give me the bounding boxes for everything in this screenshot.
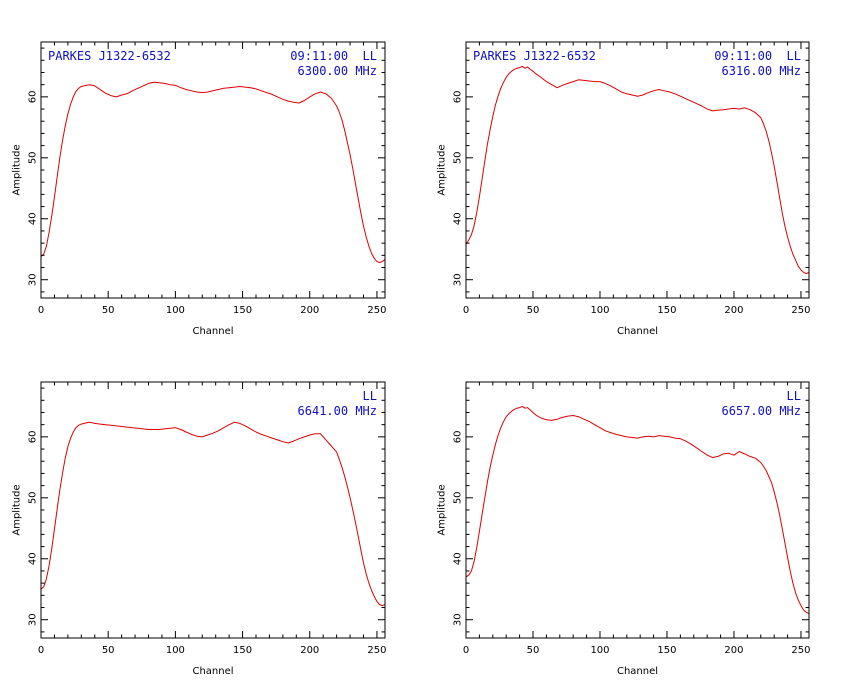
y-tick-label: 60 [453,430,464,443]
frequency-annotation: 6657.00 MHz [722,404,801,418]
y-tick-label: 30 [453,613,464,626]
plot-frame [40,41,386,299]
x-tick-label: 0 [463,645,469,656]
y-tick-label: 40 [453,212,464,225]
x-tick-label: 100 [590,645,609,656]
y-axis-label: Amplitude [437,144,448,195]
x-tick-label: 250 [367,645,386,656]
time-annotation: 09:11:00 [714,49,772,63]
x-tick-label: 100 [166,645,185,656]
y-tick-label: 30 [28,273,39,286]
amplitude-trace [466,65,809,275]
x-tick-label: 250 [791,645,810,656]
x-tick-label: 100 [590,305,609,316]
x-tick-label: 150 [657,645,676,656]
x-axis-label: Channel [617,326,658,337]
x-tick-label: 200 [724,305,743,316]
y-axis-label: Amplitude [12,144,23,195]
frequency-annotation: 6300.00 MHz [298,64,377,78]
time-polarization-annotation: LL [363,389,377,403]
polarization-annotation: LL [787,49,801,63]
plot-panel-1: 0 50 100 150 200 250 30 40 50 60 Channel Amplitude P… [12,41,386,337]
y-axis-label: Amplitude [437,484,448,535]
amplitude-trace [466,405,809,615]
x-axis-label: Channel [192,326,233,337]
polarization-annotation: LL [787,389,801,403]
plot-panel-4: 0 50 100 150 200 250 30 40 50 60 Channel Amplitude L… [437,381,811,677]
time-polarization-annotation: LL [787,389,801,403]
polarization-annotation: LL [363,49,377,63]
x-tick-label: 150 [657,305,676,316]
y-axis-label: Amplitude [12,484,23,535]
x-tick-label: 50 [527,305,540,316]
time-polarization-annotation: 09:11:00 LL [290,49,377,63]
y-tick-label: 60 [453,90,464,103]
frequency-annotation: 6641.00 MHz [298,404,377,418]
amplitude-trace [41,421,385,607]
x-tick-label: 0 [463,305,469,316]
x-tick-label: 200 [300,645,319,656]
x-tick-label: 150 [233,645,252,656]
y-tick-label: 30 [453,273,464,286]
plot-frame [40,381,386,639]
y-tick-label: 40 [28,552,39,565]
x-tick-label: 200 [724,645,743,656]
y-tick-label: 50 [28,151,39,164]
x-axis-label: Channel [617,666,658,677]
x-tick-label: 50 [102,645,115,656]
y-tick-label: 60 [28,430,39,443]
x-tick-label: 250 [791,305,810,316]
x-tick-label: 50 [527,645,540,656]
polarization-annotation: LL [363,389,377,403]
x-axis-label: Channel [192,666,233,677]
frequency-annotation: 6316.00 MHz [722,64,801,78]
x-tick-label: 200 [300,305,319,316]
plot-panel-2: 0 50 100 150 200 250 30 40 50 60 Channel Amplitude P… [437,41,811,337]
plot-frame [465,41,810,299]
x-tick-label: 150 [233,305,252,316]
source-annotation: PARKES J1322-6532 [473,49,596,63]
time-annotation: 09:11:00 [290,49,348,63]
x-tick-label: 0 [38,645,44,656]
x-tick-label: 50 [102,305,115,316]
y-tick-label: 50 [453,491,464,504]
y-tick-label: 40 [28,212,39,225]
plot-panel-3: 0 50 100 150 200 250 30 40 50 60 Channel Amplitude L… [12,381,386,677]
plot-frame [465,381,810,639]
x-tick-label: 0 [38,305,44,316]
y-tick-label: 40 [453,552,464,565]
x-tick-label: 100 [166,305,185,316]
x-tick-label: 250 [367,305,386,316]
time-polarization-annotation: 09:11:00 LL [714,49,801,63]
y-tick-label: 60 [28,90,39,103]
y-tick-label: 30 [28,613,39,626]
y-tick-label: 50 [453,151,464,164]
y-tick-label: 50 [28,491,39,504]
source-annotation: PARKES J1322-6532 [48,49,171,63]
amplitude-trace [41,81,385,264]
